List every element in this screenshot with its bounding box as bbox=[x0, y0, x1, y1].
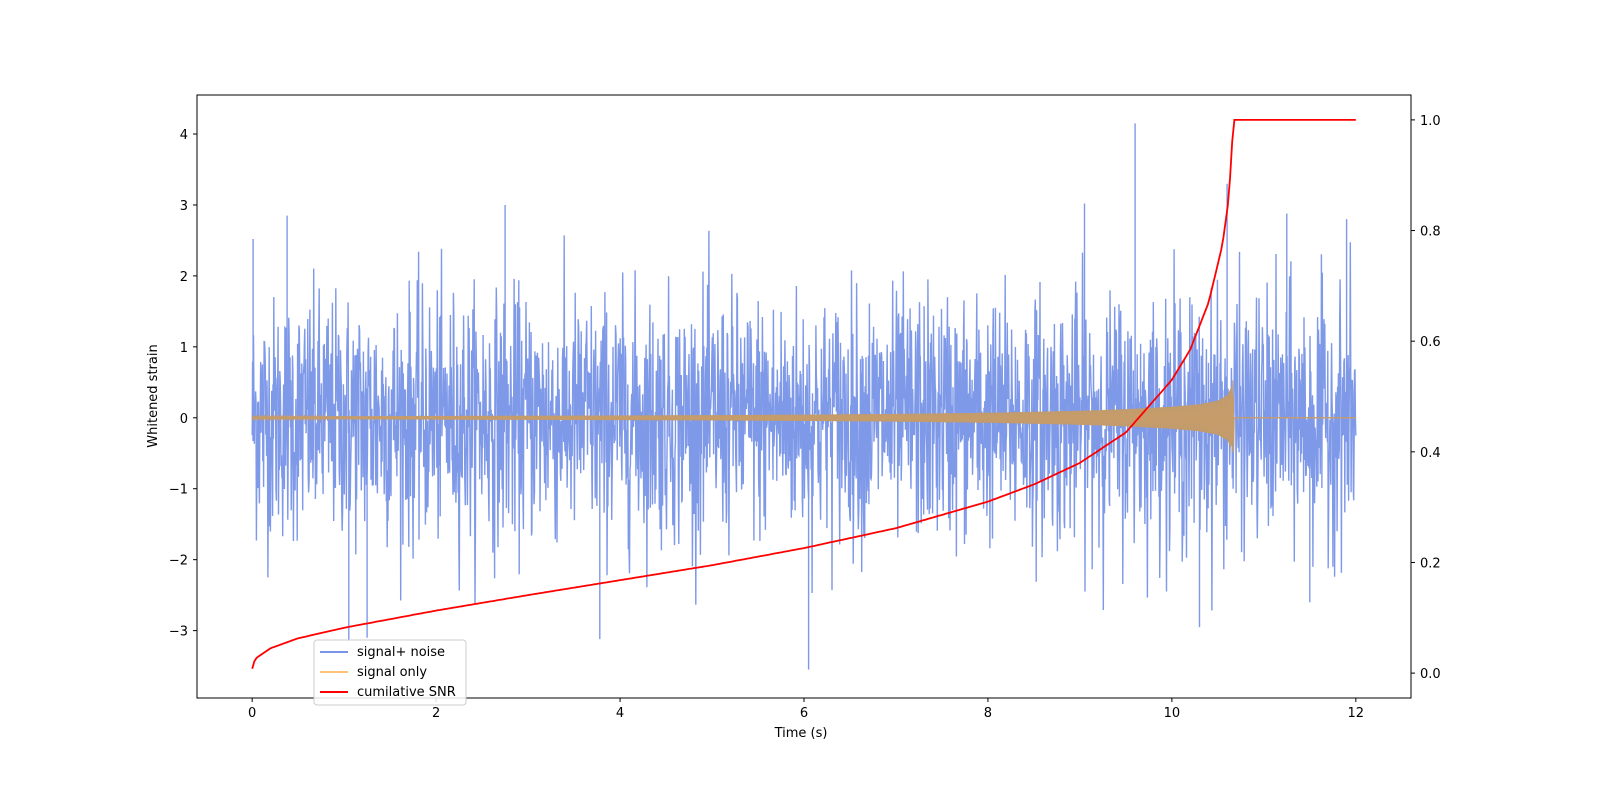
y-tick-label: 0 bbox=[180, 412, 188, 427]
x-tick-label: 8 bbox=[984, 706, 992, 721]
x-tick-label: 2 bbox=[432, 706, 440, 721]
series-signal-plus-noise bbox=[251, 123, 1357, 670]
legend-label-cumulative-snr: cumilative SNR bbox=[357, 685, 456, 700]
y-right-tick-label: 1.0 bbox=[1420, 114, 1441, 129]
y-right-tick-label: 0.4 bbox=[1420, 446, 1441, 461]
y-right-tick-label: 0.2 bbox=[1420, 556, 1441, 571]
x-tick-label: 0 bbox=[248, 706, 256, 721]
y-axis-left: −3 −2 −1 0 1 2 3 4 bbox=[169, 128, 197, 640]
y-axis-right: 0.0 0.2 0.4 0.6 0.8 1.0 bbox=[1411, 114, 1441, 682]
x-tick-label: 12 bbox=[1348, 706, 1365, 721]
y-tick-label: −3 bbox=[169, 625, 188, 640]
y-right-tick-label: 0.8 bbox=[1420, 225, 1441, 240]
series-layer bbox=[251, 119, 1357, 670]
y-tick-label: 3 bbox=[180, 199, 188, 214]
y-right-tick-label: 0.6 bbox=[1420, 335, 1441, 350]
legend: signal+ noise signal only cumilative SNR bbox=[313, 639, 467, 706]
y-tick-label: 2 bbox=[180, 270, 188, 285]
y-axis-label: Whitened strain bbox=[146, 344, 161, 447]
y-right-tick-label: 0.0 bbox=[1420, 667, 1441, 682]
y-tick-label: 1 bbox=[180, 341, 188, 356]
x-axis: 0 2 4 6 8 10 12 bbox=[248, 698, 1364, 721]
y-tick-label: −2 bbox=[169, 554, 188, 569]
x-tick-label: 4 bbox=[616, 706, 624, 721]
y-tick-label: 4 bbox=[180, 128, 188, 143]
y-tick-label: −1 bbox=[169, 483, 188, 498]
legend-label-signal-noise: signal+ noise bbox=[357, 645, 445, 660]
x-axis-label: Time (s) bbox=[774, 726, 828, 741]
series-signal-only bbox=[251, 380, 1356, 453]
legend-label-signal-only: signal only bbox=[357, 665, 427, 680]
series-cumulative-snr bbox=[251, 119, 1356, 669]
x-tick-label: 10 bbox=[1164, 706, 1181, 721]
legend-frame bbox=[313, 639, 467, 706]
x-tick-label: 6 bbox=[800, 706, 808, 721]
